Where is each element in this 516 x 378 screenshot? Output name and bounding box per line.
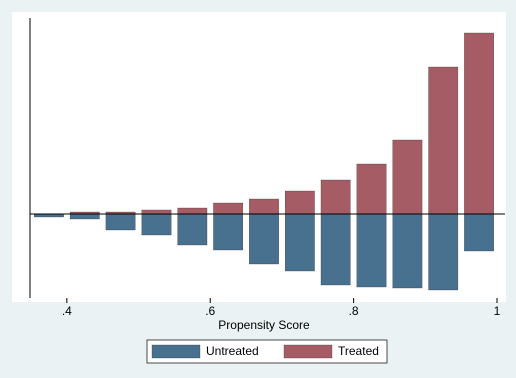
bar (284, 190, 315, 215)
legend-label: Treated (338, 344, 379, 358)
bar (284, 213, 315, 272)
bar (141, 213, 172, 236)
x-tick-label: .6 (205, 304, 215, 318)
legend-swatch (283, 344, 333, 359)
bar (213, 202, 244, 215)
bar (177, 213, 208, 246)
bar (249, 213, 279, 265)
bar (356, 213, 387, 288)
x-tick-label: .8 (349, 304, 359, 318)
x-axis-label: Propensity Score (218, 318, 310, 332)
bar (320, 179, 351, 215)
bar (141, 209, 172, 215)
bar (428, 213, 459, 291)
bar (105, 213, 136, 231)
bar (464, 213, 494, 252)
x-tick-label: 1 (494, 304, 501, 318)
x-tick-label: .4 (62, 304, 72, 318)
bar (392, 139, 423, 215)
bar (356, 163, 387, 215)
bar (69, 213, 100, 220)
bar (249, 198, 279, 215)
bar (320, 213, 351, 286)
bar (464, 32, 494, 215)
legend-swatch (151, 344, 201, 359)
bar (392, 213, 423, 289)
bar (428, 66, 459, 215)
bar (213, 213, 244, 251)
legend-label: Untreated (206, 344, 259, 358)
bar (177, 207, 208, 215)
